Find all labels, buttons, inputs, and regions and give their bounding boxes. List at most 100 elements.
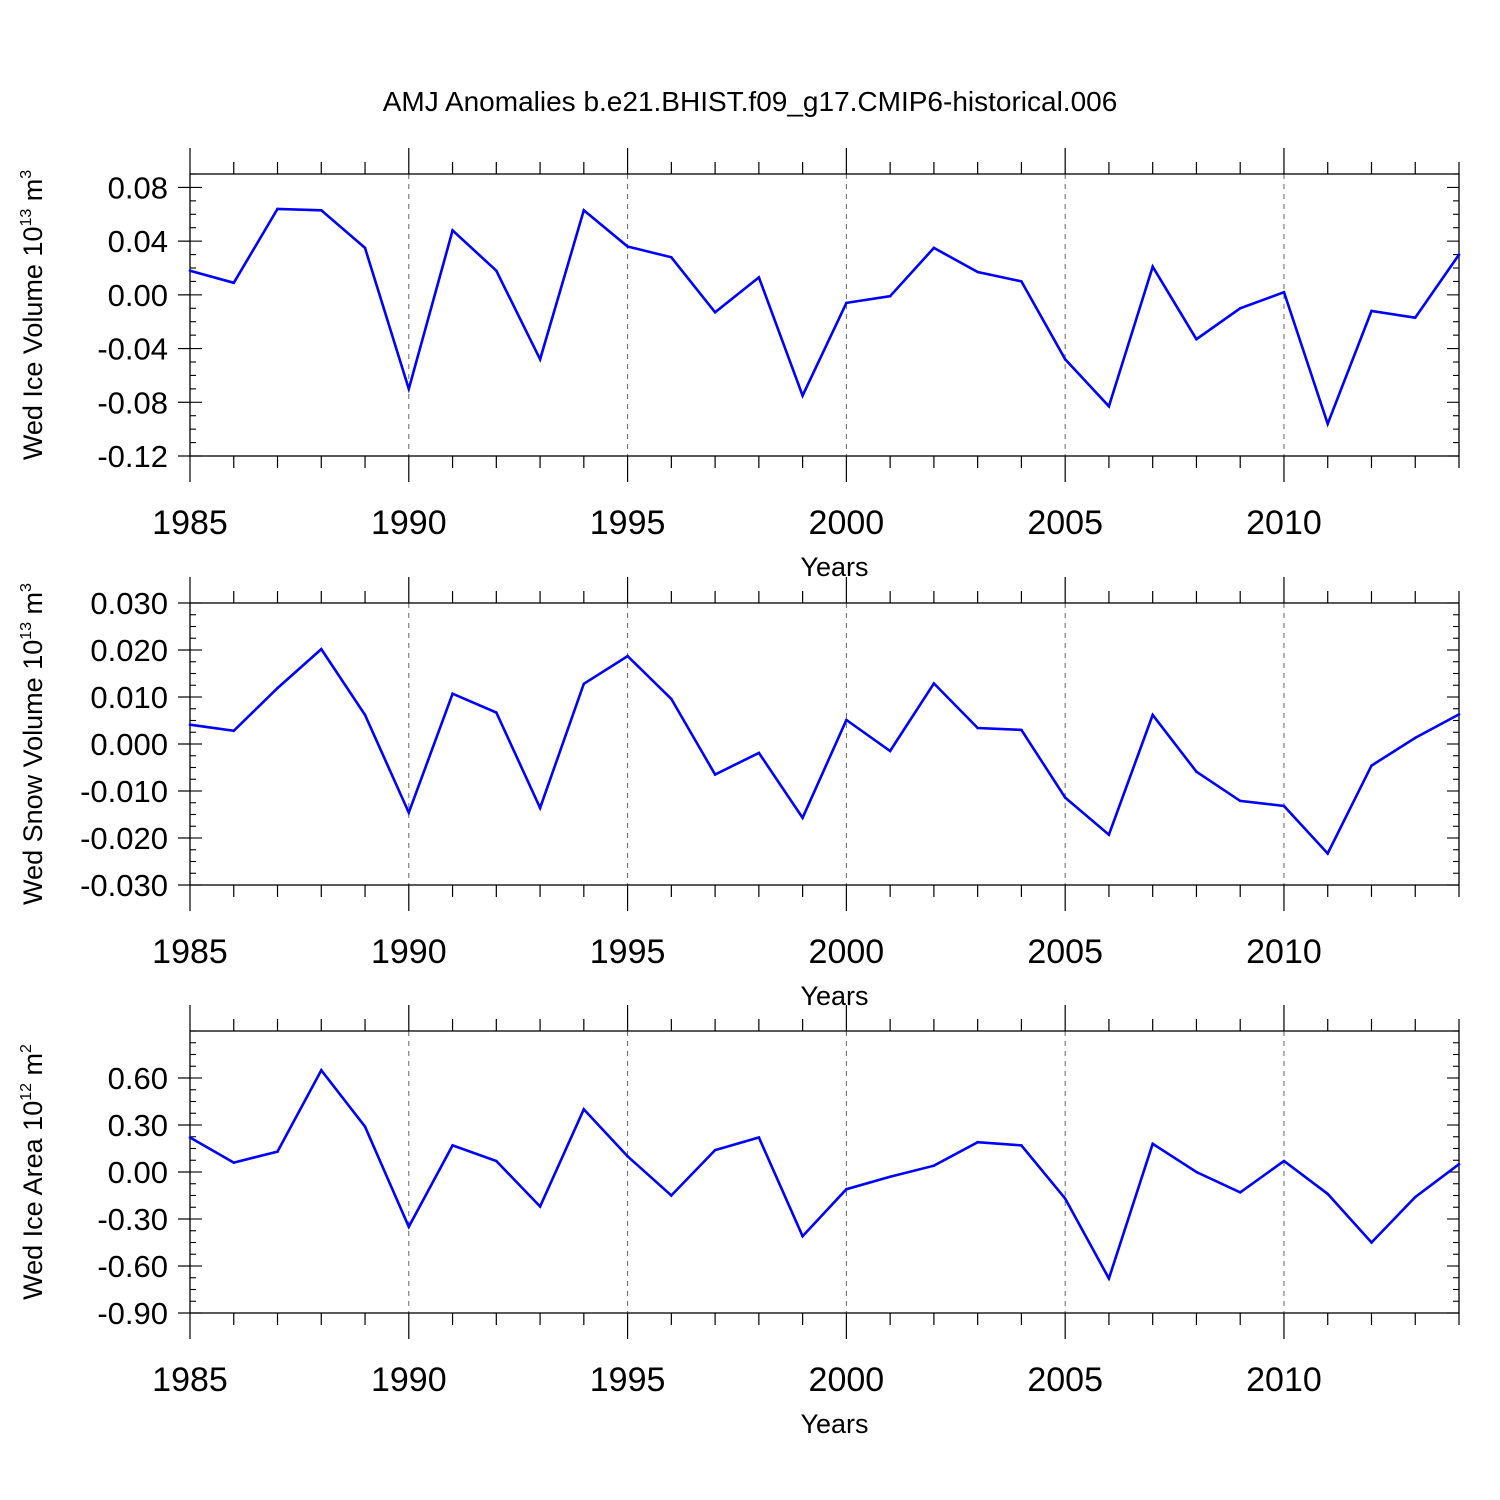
data-point [319,647,323,651]
data-point [1282,804,1286,808]
data-point [1107,1277,1111,1280]
data-point [1195,770,1198,774]
y-tick-label: 0.30 [108,1108,168,1143]
y-tick-label: -0.60 [97,1249,168,1284]
data-point [1282,1159,1286,1163]
data-point [363,713,367,717]
data-point [407,811,411,814]
data-point [232,729,236,733]
data-point [626,1155,629,1158]
y-axis-title-main: Wed Snow Volume 10 [18,640,48,905]
data-point [538,358,542,361]
x-axis-title: Years [800,1409,868,1439]
data-point [888,749,892,753]
data-point [932,246,936,250]
data-point [232,281,236,285]
y-tick-label: 0.60 [108,1061,168,1096]
data-point [1238,306,1242,310]
data-point [1282,290,1286,294]
chart-panel-2: -0.030 -0.020 -0.010 0.000 0.010 0.020 0.030 19… [18,577,1461,1011]
y-tick-label: -0.08 [97,385,168,420]
data-point [495,269,498,272]
data-point [1457,1162,1461,1166]
data-point [1063,358,1067,361]
x-tick-label: 1995 [590,933,666,971]
x-tick-label: 1990 [371,933,447,971]
data-point [1063,1197,1067,1200]
x-tick-label: 2005 [1027,1361,1103,1399]
x-axis-title: Years [800,981,868,1011]
y-axis-title-main: Wed Ice Area 10 [18,1101,48,1300]
data-point [801,816,804,820]
data-point [1370,309,1373,313]
data-point [1413,316,1417,319]
data-point [801,1234,804,1238]
series-line [189,207,1461,428]
y-tick-label: -0.04 [97,332,168,367]
data-point [1326,852,1330,855]
data-point [538,1205,542,1208]
data-point [845,301,848,305]
x-tick-label: 2000 [809,933,885,971]
chart-panel-1: -0.12 -0.08 -0.04 0.00 0.04 0.08 1985 1990 1995 2… [18,148,1461,582]
data-point [757,751,761,755]
data-point [1238,799,1242,803]
data-point [1151,265,1154,268]
y-tick-label: 0.08 [108,170,168,205]
data-point [1457,713,1461,716]
data-point [976,726,979,730]
x-tick-label: 1985 [152,504,228,542]
data-point [713,311,717,314]
data-point [451,692,454,696]
y-axis-title-unit: m [18,179,48,209]
data-point [188,269,192,272]
data-point [932,1164,936,1168]
data-point [582,682,586,686]
data-point [1020,280,1023,283]
y-tick-label: -0.030 [80,868,168,903]
data-point [626,245,629,248]
y-tick-label: 0.030 [90,586,168,621]
data-point [670,1194,673,1197]
y-tick-label: 0.010 [90,680,168,715]
data-point [1457,253,1461,256]
y-axis-title-unit-exponent: 2 [18,1044,35,1053]
data-point [626,654,629,658]
data-point [976,270,979,274]
data-point [451,229,454,232]
data-point [1063,796,1067,799]
data-point [757,276,761,279]
y-tick-label: -0.010 [80,774,168,809]
x-tick-label: 1995 [590,1361,666,1399]
series-line [189,1067,1460,1282]
data-point [1020,1144,1023,1147]
series-line [189,647,1460,856]
data-point [1238,1191,1242,1194]
y-axis-title: Wed Snow Volume 1013 m3 [18,583,48,905]
data-point [582,208,586,212]
data-point [232,1161,236,1164]
data-point [1195,337,1198,341]
y-axis-title-unit: m [18,592,48,622]
data-point [407,1225,411,1229]
y-tick-label: 0.04 [108,224,168,259]
x-tick-label: 2000 [809,504,885,542]
plot-frame [189,173,1460,457]
data-point [888,1175,892,1178]
y-tick-label: -0.020 [80,821,168,856]
data-point [1195,1170,1198,1174]
data-point [1326,1192,1330,1196]
y-tick-label: 0.020 [90,633,168,668]
data-point [319,1068,323,1072]
data-point [845,718,848,722]
data-point [407,387,411,391]
y-axis-title-unit-exponent: 3 [18,170,35,179]
data-point [713,773,717,776]
figure-title: AMJ Anomalies b.e21.BHIST.f09_g17.CMIP6-… [383,86,1118,117]
data-point [188,1136,192,1139]
y-tick-label: 0.00 [108,278,168,313]
y-axis-title-exponent: 13 [18,622,35,640]
data-point [495,1159,498,1163]
data-point [670,697,673,701]
